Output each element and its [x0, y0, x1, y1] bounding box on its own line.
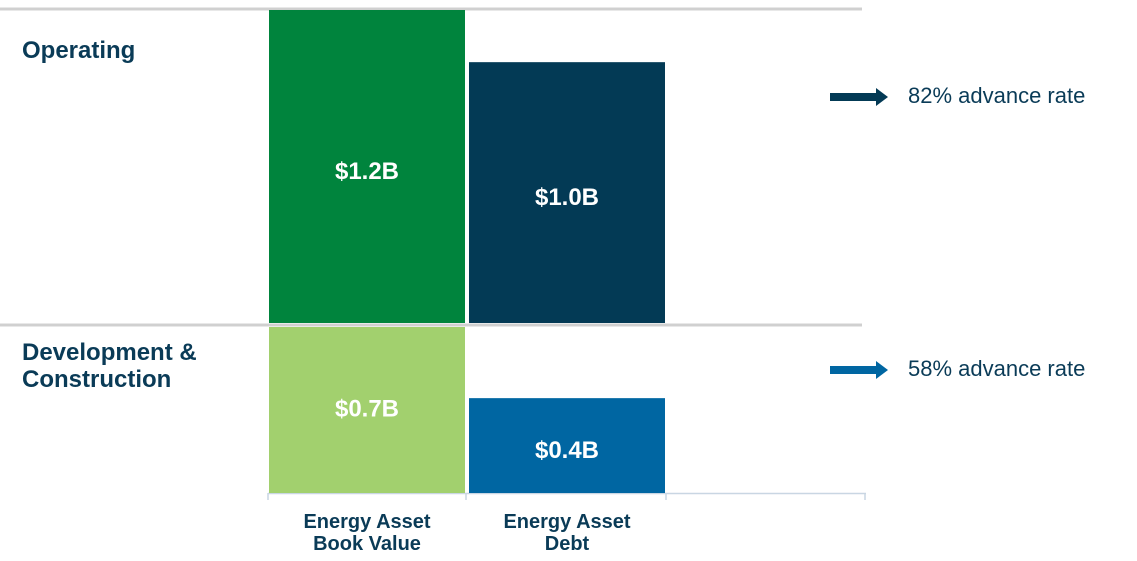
- value-label: $0.7B: [335, 395, 399, 422]
- bar: [469, 398, 665, 493]
- series-name: Development & Construction: [22, 339, 197, 393]
- bar: [269, 327, 465, 493]
- value-label: $0.4B: [535, 437, 599, 464]
- annotation: 58% advance rate: [908, 356, 1086, 381]
- value-label: $1.0B: [535, 184, 599, 211]
- bar: [269, 10, 465, 323]
- value-label: $1.2B: [335, 158, 399, 185]
- series-name: Operating: [22, 37, 136, 64]
- category-label: Energy Asset Book Value: [303, 511, 431, 556]
- arrow: [830, 88, 888, 106]
- annotation: 82% advance rate: [908, 83, 1086, 108]
- category-label: Energy Asset Debt: [503, 511, 631, 556]
- bar: [469, 62, 665, 324]
- arrow: [830, 361, 888, 379]
